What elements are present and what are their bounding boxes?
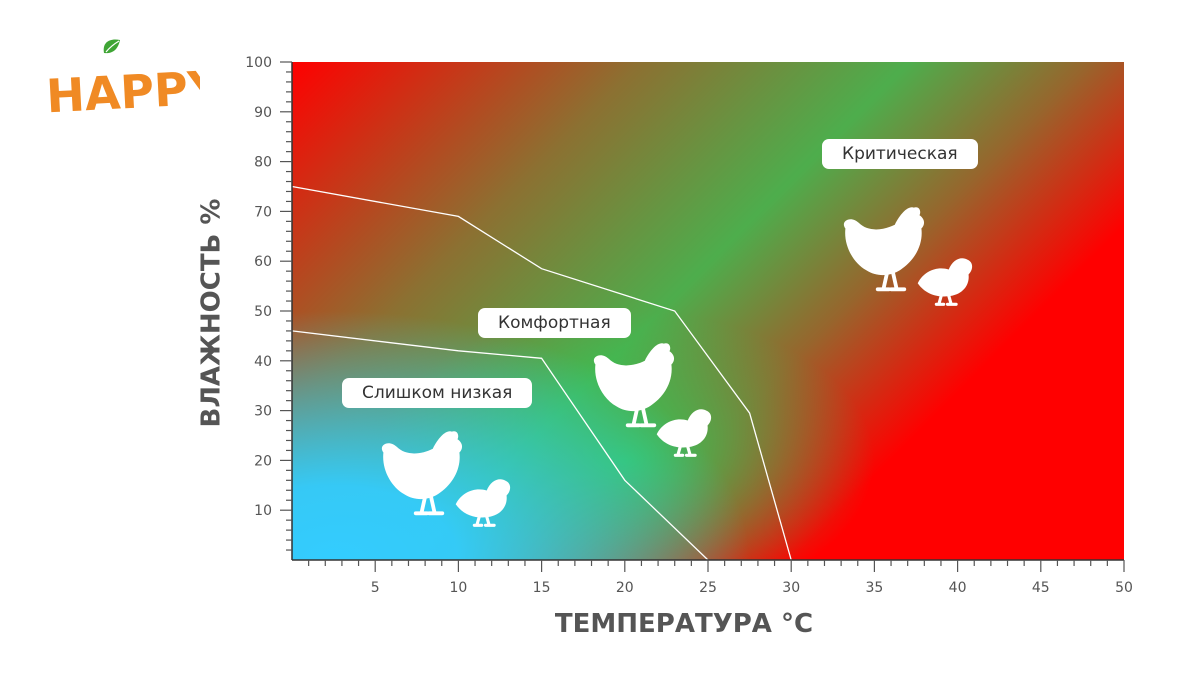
brand-logo: HAPPY: [40, 38, 223, 123]
quail-icon: [455, 479, 511, 527]
x-tick-label: 5: [371, 580, 380, 596]
y-tick-label: 100: [245, 55, 272, 71]
x-tick-label: 40: [949, 580, 967, 596]
zone-label-critical: Критическая: [822, 139, 978, 169]
x-tick-label: 45: [1032, 580, 1050, 596]
x-tick-label: 35: [865, 580, 883, 596]
lower-boundary-line: [291, 330, 709, 561]
chicken-icon: [843, 207, 925, 292]
y-axis-title: ВЛАЖНОСТЬ %: [197, 199, 227, 428]
y-tick-label: 30: [254, 404, 272, 420]
quail-icon: [917, 258, 973, 306]
y-tick-label: 50: [254, 304, 272, 320]
y-tick-label: 60: [254, 254, 272, 270]
zone-label-low: Слишком низкая: [342, 378, 533, 408]
plot-area: [291, 62, 1124, 561]
y-tick-label: 10: [254, 503, 272, 519]
quail-icon: [656, 409, 712, 457]
y-tick-label: 40: [254, 354, 272, 370]
x-tick-label: 50: [1115, 580, 1133, 596]
y-tick-label: 70: [254, 204, 272, 220]
upper-boundary-line: [291, 185, 792, 561]
x-tick-label: 15: [533, 580, 551, 596]
x-tick-label: 30: [782, 580, 800, 596]
y-tick-label: 20: [254, 453, 272, 469]
x-tick-label: 10: [449, 580, 467, 596]
chicken-icon: [593, 343, 675, 428]
x-axis-title: ТЕМПЕРАТУРА °С: [555, 609, 813, 639]
y-tick-label: 80: [254, 155, 272, 171]
happy-logo-graphic: HAPPY: [45, 39, 223, 123]
chicken-icon: [381, 431, 463, 516]
x-tick-label: 20: [616, 580, 634, 596]
zone-label-comfort: Комфортная: [478, 308, 631, 338]
y-tick-label: 90: [254, 105, 272, 121]
axes: 10 20 30 40 50 60 70 80 90 100 5 10 15 20 25 30 35 40 45 50: [245, 55, 1133, 596]
logo-wordmark: HAPPY: [45, 60, 200, 123]
x-tick-label: 25: [699, 580, 717, 596]
